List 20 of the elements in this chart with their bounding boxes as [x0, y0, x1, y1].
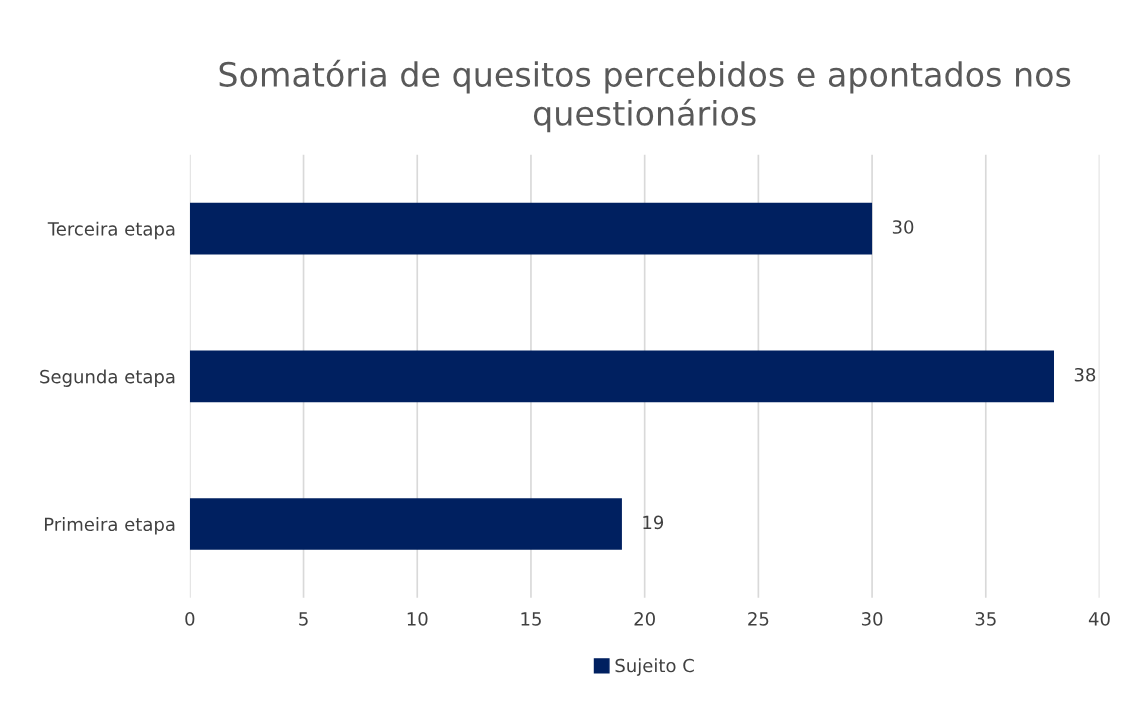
x-tick-label: 25	[748, 612, 769, 626]
chart-title: Somatória de quesitos percebidos e apontados nos questionários	[219, 59, 1071, 133]
data-label: 38	[1074, 367, 1096, 382]
x-tick-label: 40	[1088, 612, 1110, 626]
legend-label: Sujeito C	[615, 658, 694, 676]
y-tick-label: Primeira etapa	[44, 517, 175, 535]
data-label: 19	[643, 515, 664, 530]
y-tick-label: Segunda etapa	[40, 369, 175, 387]
x-tick-label: 10	[407, 612, 428, 626]
bar	[189, 498, 622, 550]
x-tick-label: 5	[299, 612, 308, 626]
x-tick-label: 0	[185, 612, 195, 626]
x-tick-label: 30	[861, 612, 883, 626]
x-tick-label: 15	[521, 612, 541, 626]
x-tick-label: 35	[975, 612, 996, 626]
bar	[189, 202, 873, 255]
y-tick-label: Terceira etapa	[47, 221, 175, 240]
x-tick-label: 20	[634, 612, 655, 626]
bar	[189, 350, 1055, 403]
data-label: 30	[892, 220, 914, 234]
